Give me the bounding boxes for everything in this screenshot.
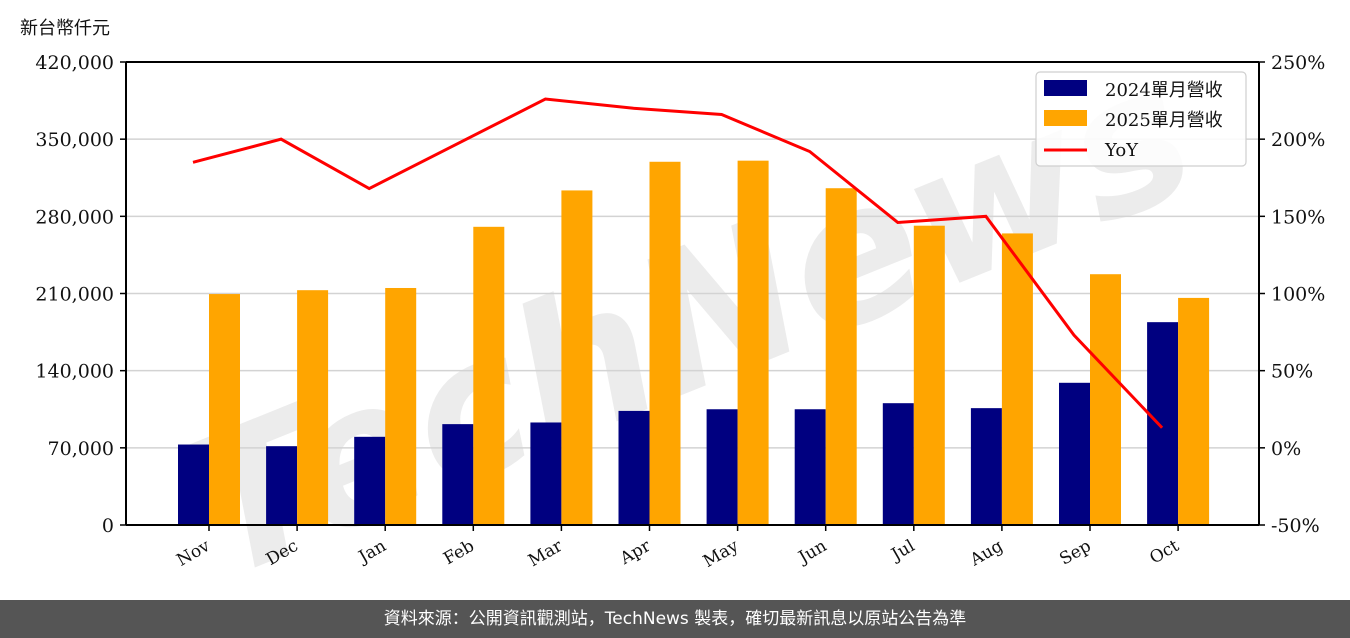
- x-tick-label: May: [700, 536, 743, 572]
- legend-box: [1035, 71, 1247, 167]
- y2-tick-label: 0%: [1271, 438, 1301, 460]
- legend-label-yoy: YoY: [1104, 140, 1139, 161]
- bar-2024: [354, 436, 386, 525]
- bar-2024: [442, 424, 474, 525]
- bar-2024: [970, 408, 1002, 525]
- bar-2025: [649, 161, 681, 525]
- y2-tick-label: 100%: [1271, 284, 1325, 306]
- bar-2025: [1178, 297, 1210, 525]
- x-tick-label: Sep: [1056, 536, 1094, 570]
- yoy-polyline: [192, 97, 1164, 429]
- x-tick-label: Feb: [440, 536, 478, 569]
- x-tick-label: Oct: [1146, 536, 1182, 569]
- bar-2025: [561, 190, 593, 526]
- y2-tick-label: 50%: [1271, 361, 1313, 383]
- bar-2025: [825, 188, 857, 525]
- bar-2025: [209, 294, 240, 525]
- bar-2025: [737, 160, 769, 526]
- legend: 2024單月營收 2025單月營收 YoY: [1035, 71, 1247, 167]
- bar-2024: [882, 403, 914, 525]
- y-tick-label: 140,000: [35, 361, 114, 383]
- bar-2025: [473, 226, 505, 525]
- bar-2024: [1059, 382, 1090, 525]
- bar-2024: [1147, 322, 1179, 525]
- legend-label-2025: 2025單月營收: [1105, 110, 1223, 131]
- y-axis-unit-label: 新台幣仟元: [20, 18, 110, 39]
- bar-2024: [618, 410, 650, 525]
- x-tick-label: Jul: [886, 536, 918, 566]
- x-tick-label: Aug: [966, 536, 1007, 571]
- y-tick-label: 0: [102, 515, 114, 537]
- bar-2025: [1001, 233, 1033, 526]
- y2-tick-label: 150%: [1271, 206, 1325, 228]
- bar-2025: [1090, 274, 1121, 525]
- y-tick-label: 420,000: [35, 52, 114, 74]
- y-tick-label: 280,000: [35, 206, 114, 228]
- x-tick-label: Apr: [616, 536, 655, 570]
- y-tick-label: 70,000: [48, 438, 114, 460]
- bar-2024: [530, 422, 562, 525]
- yoy-line: [192, 97, 1164, 429]
- legend-swatch-2024: [1044, 80, 1087, 96]
- bar-2024: [794, 409, 826, 525]
- source-footer: 資料來源：公開資訊觀測站，TechNews 製表，確切最新訊息以原站公告為準: [0, 600, 1350, 638]
- bar-2025: [913, 225, 945, 526]
- bar-2025: [385, 287, 417, 525]
- y2-tick-label: 200%: [1271, 129, 1325, 151]
- x-tick-label: Jun: [794, 536, 831, 569]
- bar-2024: [178, 444, 209, 525]
- y2-tick-label: -50%: [1271, 515, 1320, 537]
- legend-label-2024: 2024單月營收: [1105, 80, 1223, 101]
- y2-tick-label: 250%: [1271, 52, 1325, 74]
- y-tick-label: 210,000: [35, 284, 114, 306]
- bar-2024: [706, 409, 738, 525]
- revenue-chart: TechNews 070,000140,000210,000280,000350…: [35, 20, 1325, 600]
- x-tick-label: Mar: [525, 536, 567, 572]
- legend-swatch-2025: [1044, 110, 1087, 126]
- axes: 0 70,000 140,000 210,000 280,000 350,000 420,0…: [35, 52, 1325, 572]
- y-tick-label: 350,000: [35, 129, 114, 151]
- bar-series: [178, 160, 1210, 526]
- bar-2024: [266, 446, 298, 525]
- bar-2025: [297, 290, 329, 525]
